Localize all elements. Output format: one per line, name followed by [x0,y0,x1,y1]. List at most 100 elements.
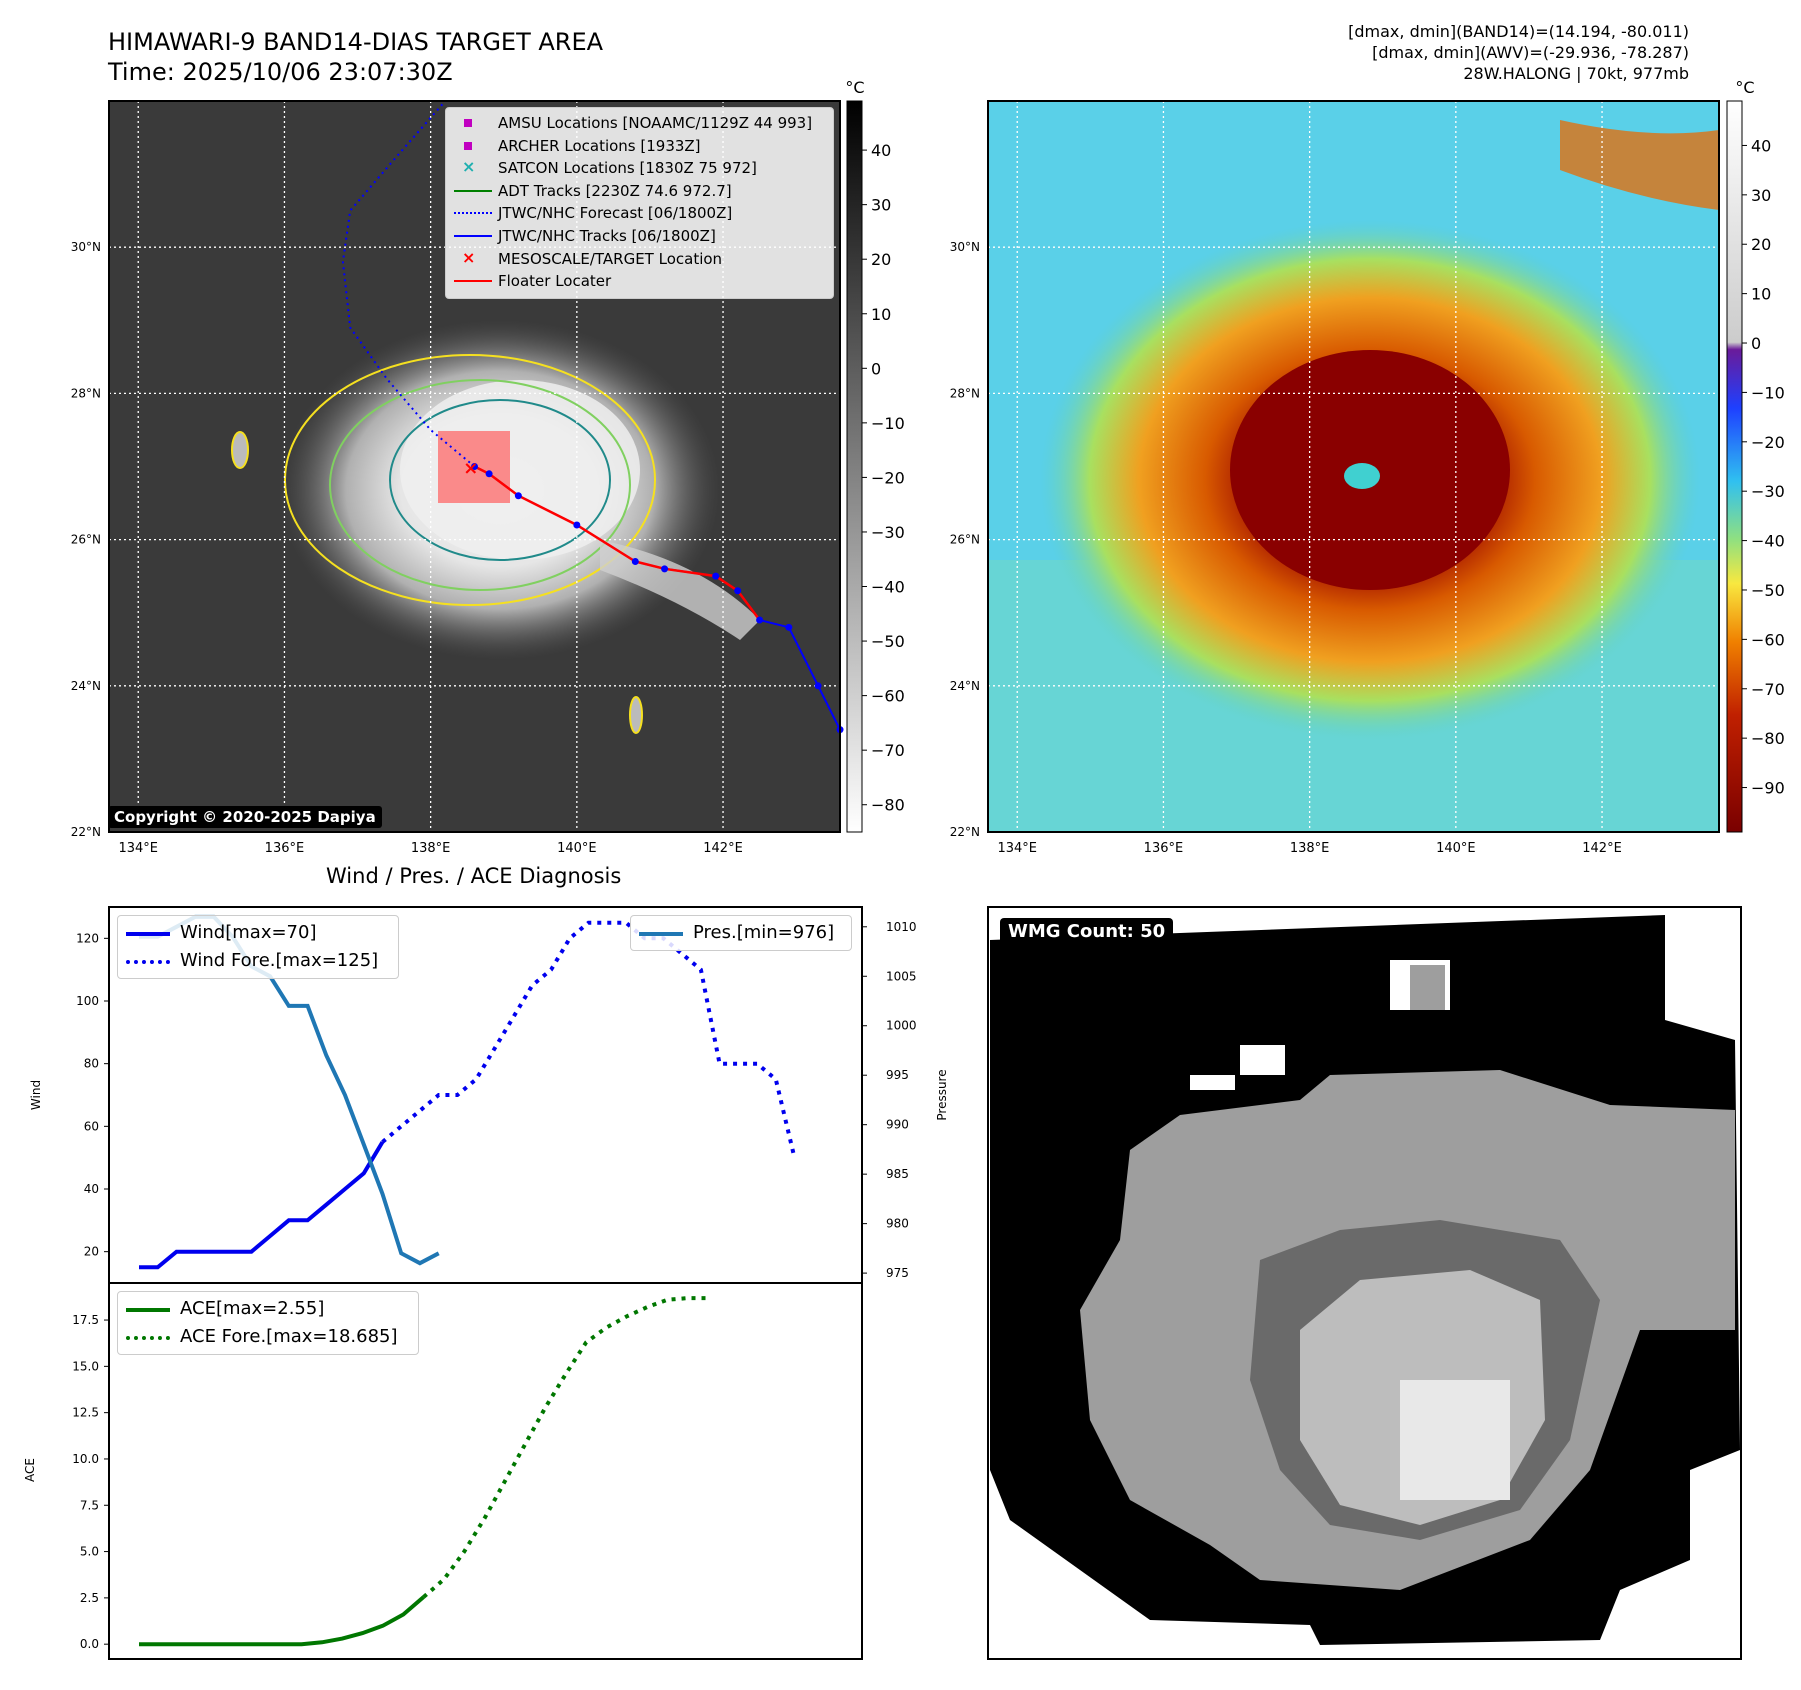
track-point [514,492,522,500]
colorbar-tick-label: 0 [871,359,881,378]
wmg-count-badge: WMG Count: 50 [1000,918,1174,945]
colorbar-tick-label: 0 [1751,334,1761,353]
track-point [785,623,793,631]
awv-gridlines [988,101,1719,832]
colorbar-tick-label: 10 [1751,285,1771,304]
wind-tick-label: 120 [76,931,99,945]
lat-tick-label: 22°N [71,825,101,839]
ir-map-frame [108,100,841,833]
ir-colorbar-ticks: 40 30 20 10 0 −10 −20 −30 −40 −50 −60 −70 −80 [862,141,905,815]
ir-contour-yellow [284,354,656,606]
stats-line-2: [dmax, dmin](AWV)=(-29.936, -78.287) [1372,43,1689,62]
chart-legend-swatch [126,1336,170,1340]
awv-colorbar: °C 40 30 20 10 0 −10 −20 −30 −40 −50 −60 −70 −80 −90 [1726,78,1785,833]
colorbar-tick-label: −10 [1751,383,1785,402]
awv-map-panel: 134°E 136°E 138°E 140°E 142°E 30°N 28°N 26°N 24°… [950,100,1720,856]
ace-tick-label: 12.5 [72,1406,99,1420]
series-line-wind-fore- [381,920,797,1159]
map-legend-swatch [454,280,492,283]
wind-axis-label: Wind [29,1080,43,1110]
colorbar-tick-label: −20 [871,468,905,487]
chart-legend-label: ACE Fore.[max=18.685] [180,1326,398,1347]
wind-legend: Wind[max=70] Wind Fore.[max=125] [117,915,399,979]
wmg-gray-patch [1410,965,1445,1010]
ace-legend: ACE[max=2.55] ACE Fore.[max=18.685] [117,1291,419,1355]
ir-colorbar-unit: °C [845,78,864,97]
colorbar-tick-label: −50 [871,632,905,651]
ir-colorbar: °C 40 30 20 10 0 −10 −20 −30 −40 −50 −60 −70 −80 [845,78,905,833]
ir-tick-labels: 134°E 136°E 138°E 140°E 142°E 30°N 28°N 26°N 24°… [71,240,743,856]
track-point [471,463,478,470]
ir-contour-teal [389,399,611,561]
chart-legend-swatch [639,932,683,936]
colorbar-tick-label: −20 [1751,433,1785,452]
track-point [756,616,764,624]
series-line-wind [139,1140,385,1270]
awv-colorbar-ticks: 40 30 20 10 0 −10 −20 −30 −40 −50 −60 −70 −80 −90 [1742,136,1785,798]
colorbar-tick-label: −50 [1751,581,1785,600]
colorbar-tick-label: −80 [1751,729,1785,748]
colorbar-tick-label: 40 [871,141,891,160]
track-point [573,521,581,529]
chart-legend-swatch [126,932,170,936]
colorbar-tick-label: 20 [871,250,891,269]
colorbar-tick-label: 40 [1751,136,1771,155]
map-legend-swatch [454,235,492,237]
wind-tick-label: 60 [84,1119,99,1133]
wmg-panel [987,906,1742,1660]
wind-tick-label: 40 [84,1182,99,1196]
ace-series-group [139,1296,709,1647]
ace-axis-ticks: 0.0 2.5 5.0 7.5 10.0 12.5 15.0 17.5 [72,1313,109,1651]
lat-tick-label: 22°N [950,825,980,839]
map-legend-swatch [464,119,472,127]
colorbar-tick-label: 30 [1751,186,1771,205]
map-legend-swatch: × [462,247,476,267]
wmg-frame [987,906,1742,1660]
ir-small-cloud [629,696,643,734]
pressure-tick-label: 1010 [886,920,917,934]
ir-colorbar-bar [846,100,863,833]
colorbar-tick-label: 10 [871,305,891,324]
ace-tick-label: 5.0 [80,1545,99,1559]
lat-tick-label: 30°N [71,240,101,254]
track-point [661,565,669,573]
page-title: HIMAWARI-9 BAND14-DIAS TARGET AREA [108,28,604,56]
colorbar-tick-label: −40 [1751,532,1785,551]
pressure-legend: Pres.[min=976] [630,915,852,951]
stats-line-3: 28W.HALONG | 70kt, 977mb [1463,64,1689,83]
track-point [734,587,742,595]
chart-legend-label: Pres.[min=976] [693,922,835,943]
pressure-tick-label: 990 [886,1118,909,1132]
wind-tick-label: 100 [76,994,99,1008]
map-legend-swatch [464,141,472,150]
wmg-white-patch-2 [1240,1045,1285,1075]
lat-tick-label: 24°N [950,679,980,693]
map-legend: AMSU Locations [NOAAMC/1129Z 44 993] ARCH… [445,107,834,299]
map-legend-label: SATCON Locations [1830Z 75 972] [498,159,757,178]
wmg-white-patch-3 [1190,1075,1235,1090]
awv-colorbar-bar [1726,100,1743,833]
lat-tick-label: 28°N [950,386,980,400]
lon-tick-label: 136°E [1144,841,1184,856]
lat-tick-label: 26°N [950,533,980,547]
awv-map-frame [987,100,1720,833]
ir-cdo [400,380,640,560]
lon-tick-label: 134°E [118,841,158,856]
lon-tick-label: 138°E [411,841,451,856]
ace-tick-label: 7.5 [80,1498,99,1512]
colorbar-tick-label: −80 [871,796,905,815]
ir-rainband [600,540,760,640]
wind-axis-ticks: 20 40 60 80 100 120 [76,931,109,1259]
jtwc-forecast-line [341,100,476,468]
track-point [814,682,822,690]
pressure-axis-label: Pressure [935,1069,949,1120]
chart-legend-label: Wind Fore.[max=125] [180,950,379,971]
stats-line-1: [dmax, dmin](BAND14)=(14.194, -80.011) [1348,22,1689,41]
lat-tick-label: 24°N [71,679,101,693]
series-line-ace [139,1595,425,1647]
ace-tick-label: 15.0 [72,1359,99,1373]
ace-tick-label: 2.5 [80,1591,99,1605]
map-legend-label: JTWC/NHC Tracks [06/1800Z] [498,227,716,245]
pressure-tick-label: 975 [886,1266,909,1280]
colorbar-tick-label: −70 [871,741,905,760]
